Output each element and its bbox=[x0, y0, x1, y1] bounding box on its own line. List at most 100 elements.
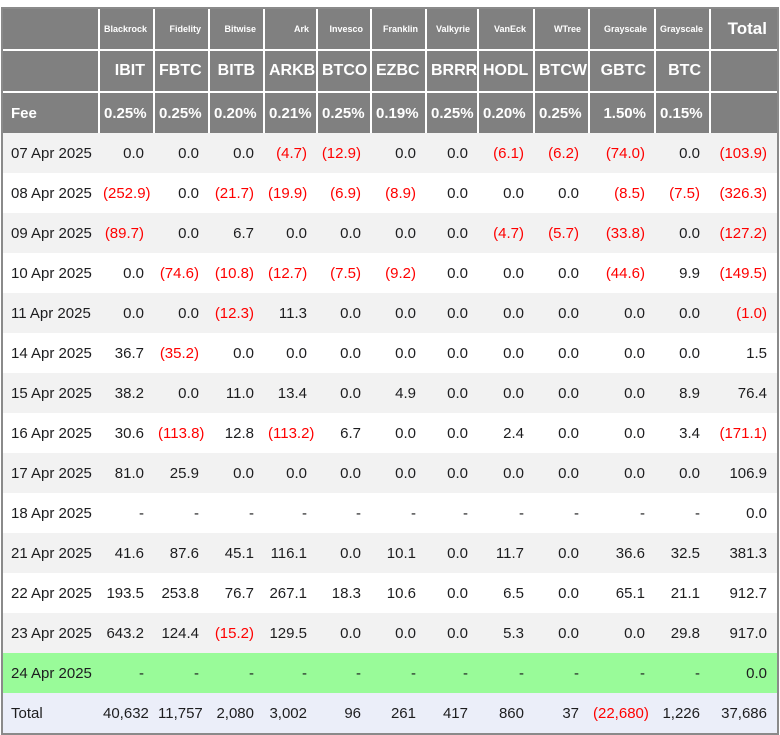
date-cell: 21 Apr 2025 bbox=[11, 544, 92, 562]
flow-value-cell: 0.0 bbox=[558, 264, 579, 282]
date-cell: 18 Apr 2025 bbox=[11, 504, 92, 522]
flow-value-cell: 0.0 bbox=[340, 344, 361, 362]
flow-value-cell: 0.0 bbox=[233, 464, 254, 482]
flow-value-cell: 13.4 bbox=[277, 384, 307, 402]
row-total-cell: (149.5) bbox=[719, 264, 767, 282]
flow-row: 21 Apr 2025 41.6 87.6 45.1 116.1 0.0 10.1 0.0 11… bbox=[3, 533, 777, 573]
flow-row: 08 Apr 2025 (252.9) 0.0 (21.7) (19.9) (6.9) (8… bbox=[3, 173, 777, 213]
flow-value-cell: 0.0 bbox=[624, 424, 645, 442]
total-value-cell: 37,686 bbox=[721, 704, 767, 722]
row-total-cell: (326.3) bbox=[719, 184, 767, 202]
flow-value-cell: - bbox=[356, 664, 361, 682]
flow-value-cell: 36.7 bbox=[114, 344, 144, 362]
total-value-cell: 1,226 bbox=[662, 704, 700, 722]
flow-value-cell: 0.0 bbox=[286, 344, 307, 362]
date-cell: 14 Apr 2025 bbox=[11, 344, 92, 362]
flow-row: 24 Apr 2025 - - - - - - - - - - - 0.0 bbox=[3, 653, 777, 693]
flow-value-cell: 0.0 bbox=[679, 144, 700, 162]
flow-value-cell: 0.0 bbox=[233, 144, 254, 162]
flow-value-cell: 0.0 bbox=[503, 384, 524, 402]
flow-row: 10 Apr 2025 0.0 (74.6) (10.8) (12.7) (7.5) (9.… bbox=[3, 253, 777, 293]
ticker-header-cell: HODL bbox=[478, 50, 535, 93]
flow-value-cell: - bbox=[695, 664, 700, 682]
date-cell: 23 Apr 2025 bbox=[11, 624, 92, 642]
fee-value-cell: 0.25% bbox=[426, 92, 479, 133]
flow-value-cell: (74.6) bbox=[159, 264, 199, 282]
flow-value-cell: (12.9) bbox=[321, 144, 361, 162]
flow-value-cell: 0.0 bbox=[558, 344, 579, 362]
flow-value-cell: 0.0 bbox=[340, 544, 361, 562]
row-total-cell: (103.9) bbox=[719, 144, 767, 162]
flow-value-cell: 0.0 bbox=[340, 464, 361, 482]
total-value-cell: 40,632 bbox=[103, 704, 149, 722]
flow-value-cell: 0.0 bbox=[558, 304, 579, 322]
fee-row-label: Fee bbox=[3, 92, 100, 133]
issuer-header-cell: Valkyrie bbox=[426, 9, 479, 51]
flow-value-cell: 0.0 bbox=[178, 184, 199, 202]
flow-value-cell: 0.0 bbox=[178, 224, 199, 242]
flow-value-cell: 0.0 bbox=[447, 264, 468, 282]
flow-value-cell: - bbox=[139, 664, 144, 682]
flow-value-cell: 12.8 bbox=[224, 424, 254, 442]
flow-value-cell: 0.0 bbox=[624, 464, 645, 482]
flow-value-cell: 45.1 bbox=[224, 544, 254, 562]
row-total-cell: 912.7 bbox=[729, 584, 767, 602]
date-cell: 11 Apr 2025 bbox=[11, 304, 91, 322]
flow-value-cell: - bbox=[356, 504, 361, 522]
date-cell: 24 Apr 2025 bbox=[11, 664, 92, 682]
flow-value-cell: - bbox=[249, 504, 254, 522]
flow-value-cell: 0.0 bbox=[558, 184, 579, 202]
flow-value-cell: - bbox=[249, 664, 254, 682]
date-cell: 16 Apr 2025 bbox=[11, 424, 92, 442]
flow-value-cell: - bbox=[302, 504, 307, 522]
flow-value-cell: 0.0 bbox=[395, 224, 416, 242]
fee-value-cell: 0.19% bbox=[371, 92, 427, 133]
flow-value-cell: 0.0 bbox=[447, 584, 468, 602]
fee-header-row: Fee 0.25% 0.25% 0.20% 0.21% 0.25% 0.19% 0.25% 0.… bbox=[3, 92, 777, 133]
flow-value-cell: 0.0 bbox=[558, 544, 579, 562]
flow-value-cell: 18.3 bbox=[331, 584, 361, 602]
issuer-header-cell: Fidelity bbox=[154, 9, 210, 51]
flow-value-cell: 32.5 bbox=[670, 544, 700, 562]
ticker-header-cell: BTCO bbox=[317, 50, 372, 93]
flow-value-cell: 0.0 bbox=[624, 624, 645, 642]
flow-value-cell: 0.0 bbox=[447, 624, 468, 642]
total-value-cell: 261 bbox=[390, 704, 416, 722]
flow-value-cell: 0.0 bbox=[340, 304, 361, 322]
flow-value-cell: - bbox=[463, 664, 468, 682]
ticker-header-cell: EZBC bbox=[371, 50, 427, 93]
flow-value-cell: 11.3 bbox=[278, 304, 307, 322]
flow-value-cell: 0.0 bbox=[679, 464, 700, 482]
issuer-header-cell: VanEck bbox=[478, 9, 535, 51]
flow-value-cell: 6.5 bbox=[503, 584, 524, 602]
ticker-row-total-cell bbox=[710, 50, 777, 93]
date-cell: 17 Apr 2025 bbox=[11, 464, 92, 482]
flow-value-cell: 0.0 bbox=[395, 304, 416, 322]
flow-value-cell: 129.5 bbox=[269, 624, 307, 642]
row-total-cell: 76.4 bbox=[737, 384, 767, 402]
ticker-header-cell: ARKB bbox=[264, 50, 318, 93]
row-total-cell: 1.5 bbox=[746, 344, 767, 362]
flow-value-cell: 6.7 bbox=[340, 424, 361, 442]
row-total-cell: (171.1) bbox=[719, 424, 767, 442]
total-row: Total 40,632 11,757 2,080 3,002 96 261 417 860 37… bbox=[3, 693, 777, 733]
flow-value-cell: (10.8) bbox=[214, 264, 254, 282]
flow-value-cell: - bbox=[411, 664, 416, 682]
flow-value-cell: 0.0 bbox=[178, 304, 199, 322]
flow-value-cell: 65.1 bbox=[615, 584, 645, 602]
flow-value-cell: 0.0 bbox=[558, 624, 579, 642]
flow-value-cell: 0.0 bbox=[447, 464, 468, 482]
date-cell: 15 Apr 2025 bbox=[11, 384, 92, 402]
fee-value-cell: 0.25% bbox=[99, 92, 155, 133]
issuer-header-cell: Ark bbox=[264, 9, 318, 51]
flow-value-cell: 2.4 bbox=[503, 424, 524, 442]
flow-value-cell: (33.8) bbox=[605, 224, 645, 242]
row-total-cell: 917.0 bbox=[729, 624, 767, 642]
flow-value-cell: 0.0 bbox=[447, 384, 468, 402]
flow-value-cell: 81.0 bbox=[114, 464, 144, 482]
flow-value-cell: 21.1 bbox=[670, 584, 700, 602]
row-total-cell: (1.0) bbox=[736, 304, 767, 322]
flow-value-cell: 0.0 bbox=[395, 144, 416, 162]
flow-value-cell: (21.7) bbox=[214, 184, 254, 202]
flow-value-cell: (8.9) bbox=[385, 184, 416, 202]
